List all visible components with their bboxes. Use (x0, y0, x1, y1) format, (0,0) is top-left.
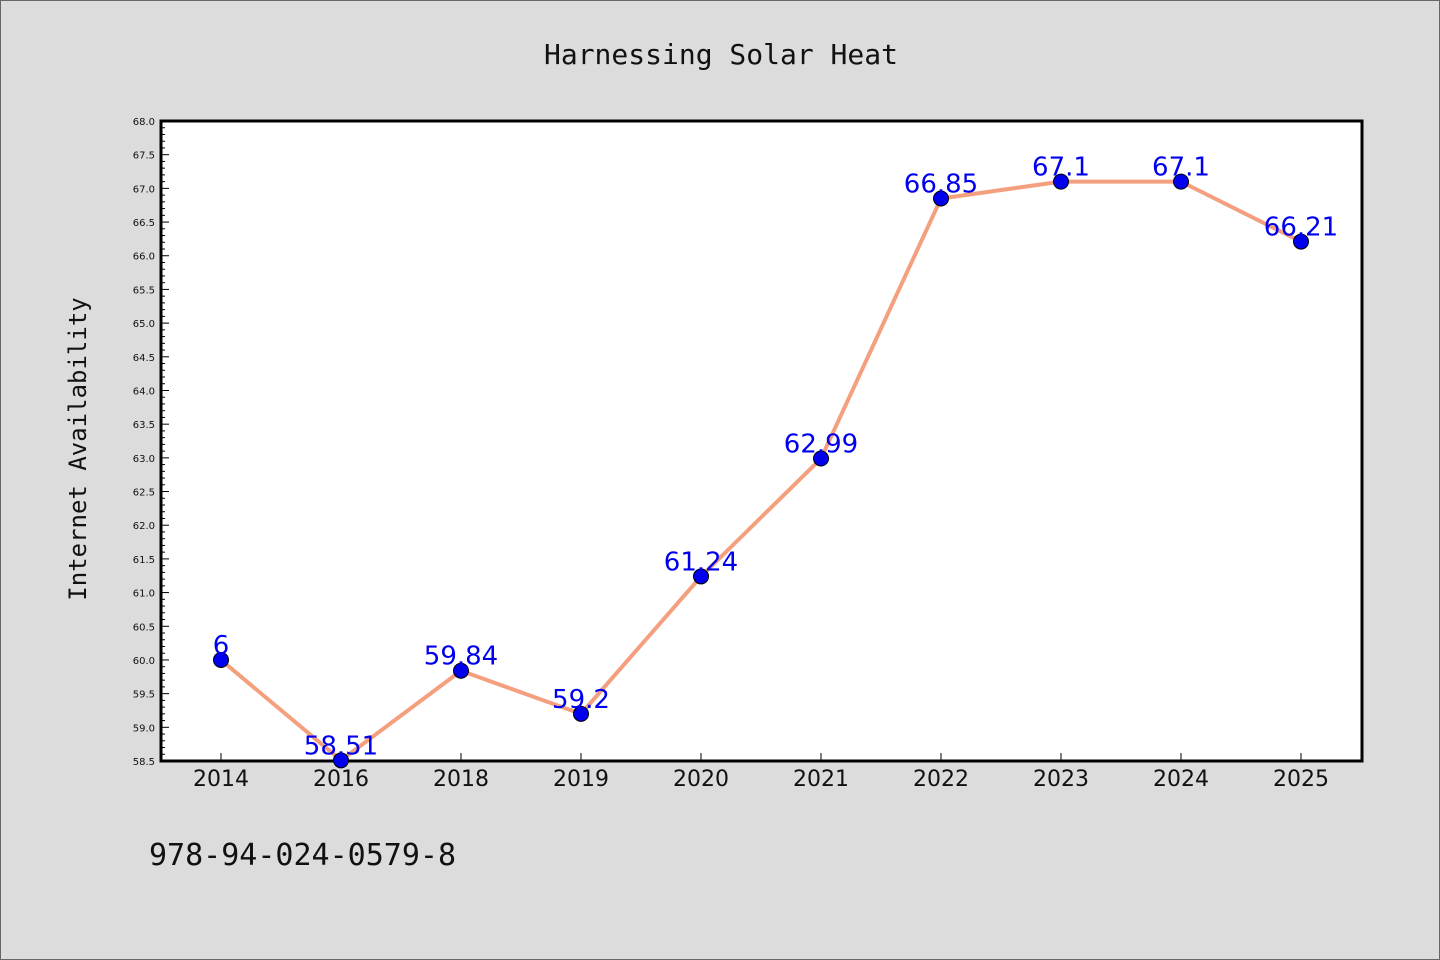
y-tick-label: 59.0 (133, 723, 155, 734)
data-point (1053, 173, 1069, 190)
series-line (219, 179, 1303, 763)
data-point (573, 705, 589, 722)
data-point (213, 651, 229, 668)
y-tick-label: 66.0 (133, 252, 155, 263)
x-tick-label: 2023 (1033, 767, 1089, 792)
series: 6 58.51 59.84 59.2 61.24 62.99 66.85 67.1 67.1 66… (213, 153, 1338, 769)
x-tick-label: 2022 (913, 767, 969, 792)
data-point (1293, 233, 1309, 250)
data-label: 58.51 (304, 731, 378, 761)
y-tick-label: 68.0 (133, 117, 155, 128)
data-point (813, 450, 829, 467)
data-label: 6 (213, 631, 230, 661)
data-label: 66.21 (1264, 213, 1338, 243)
data-label: 59.2 (552, 685, 610, 715)
y-axis-label: Internet Availability (64, 297, 92, 600)
y-tick-label: 58.5 (133, 757, 155, 768)
plot-area (159, 119, 1364, 763)
x-tick-label: 2014 (193, 767, 249, 792)
data-point (453, 662, 469, 679)
data-label: 59.84 (424, 642, 498, 672)
data-label: 66.85 (904, 169, 978, 199)
chart-title: Harnessing Solar Heat (544, 38, 898, 71)
y-tick-label: 67.0 (133, 184, 155, 195)
y-tick-label: 60.0 (133, 656, 155, 667)
y-tick-label: 60.5 (133, 622, 155, 633)
y-tick-label: 62.0 (133, 521, 155, 532)
y-tick-label: 64.5 (133, 353, 155, 364)
data-point (333, 752, 349, 769)
data-point (933, 190, 949, 207)
x-axis: 2014 2016 2018 2019 2020 2021 2022 2023 2024 2025 (193, 753, 1329, 792)
data-point (693, 568, 709, 585)
x-tick-label: 2019 (553, 767, 609, 792)
data-label: 67.1 (1032, 153, 1090, 183)
y-tick-label: 63.5 (133, 420, 155, 431)
x-tick-label: 2020 (673, 767, 729, 792)
y-tick-label: 65.5 (133, 285, 155, 296)
y-tick-label: 61.0 (133, 589, 155, 600)
x-tick-label: 2025 (1273, 767, 1329, 792)
y-tick-label: 65.0 (133, 319, 155, 330)
y-tick-label: 64.0 (133, 386, 155, 397)
y-tick-label: 66.5 (133, 218, 155, 229)
data-label: 67.1 (1152, 153, 1210, 183)
y-tick-label: 61.5 (133, 555, 155, 566)
data-label: 62.99 (784, 430, 858, 460)
x-tick-label: 2016 (313, 767, 369, 792)
x-tick-label: 2018 (433, 767, 489, 792)
x-tick-label: 2024 (1153, 767, 1209, 792)
y-axis: 58.5 59.0 59.5 60.0 60.5 61.0 61.5 62.0 62.5 63.0… (133, 117, 169, 768)
y-tick-label: 62.5 (133, 488, 155, 499)
y-tick-label: 63.0 (133, 454, 155, 465)
x-tick-label: 2021 (793, 767, 849, 792)
data-label: 61.24 (664, 547, 738, 577)
data-point (1173, 173, 1189, 190)
footer-isbn: 978-94-024-0579-8 (149, 838, 456, 873)
y-tick-label: 59.5 (133, 690, 155, 701)
y-tick-label: 67.5 (133, 151, 155, 162)
